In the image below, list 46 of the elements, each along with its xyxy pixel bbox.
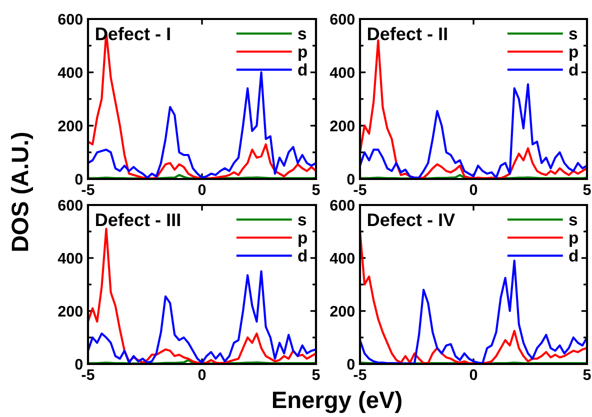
x-tick-label: 5 (312, 369, 320, 380)
legend-label: p (570, 48, 578, 61)
x-tick-label: 5 (312, 184, 320, 196)
x-tick-label: -5 (82, 369, 94, 380)
y-axis-title: DOS (A.U.) (10, 132, 34, 251)
chart-title: Defect - IV (368, 212, 455, 226)
y-tick-label: 400 (58, 252, 83, 264)
legend-label: s (569, 216, 578, 226)
legend-label: d (569, 249, 578, 262)
legend-label: d (298, 249, 307, 262)
y-tick-label: 400 (58, 67, 83, 78)
chart-title: Defect - III (96, 212, 180, 226)
y-tick-label: 0 (75, 174, 83, 185)
y-tick-label: 200 (330, 306, 355, 317)
legend-label: s (298, 30, 306, 40)
x-tick-label: 0 (470, 184, 478, 196)
legend-label: s (569, 30, 578, 40)
y-tick-label: 600 (58, 200, 83, 211)
y-tick-label: 200 (58, 306, 83, 317)
y-tick-label: 600 (330, 200, 355, 211)
y-tick-label: 400 (330, 67, 355, 78)
y-tick-label: 400 (330, 252, 355, 264)
x-axis-title: Energy (eV) (272, 390, 402, 414)
chart-title: Defect - II (368, 27, 447, 40)
x-tick-label: 0 (198, 184, 206, 196)
x-tick-label: -5 (354, 369, 366, 380)
x-tick-label: -5 (82, 184, 94, 196)
legend-label: d (298, 63, 307, 76)
x-tick-label: -5 (354, 184, 366, 196)
y-tick-label: 0 (347, 174, 355, 185)
chart-title: Defect - I (96, 27, 170, 40)
y-tick-label: 200 (58, 120, 83, 132)
legend-label: s (298, 216, 306, 226)
x-tick-label: 5 (583, 369, 591, 380)
legend-label: p (298, 48, 307, 61)
x-tick-label: 0 (470, 369, 478, 380)
legend-label: p (298, 234, 307, 247)
legend-label: d (569, 63, 578, 76)
x-tick-label: 0 (198, 369, 206, 380)
y-tick-label: 600 (330, 14, 355, 25)
x-tick-label: 5 (583, 184, 591, 196)
y-tick-label: 0 (347, 358, 355, 370)
y-tick-label: 600 (58, 14, 83, 25)
y-tick-label: 0 (75, 358, 83, 370)
y-tick-label: 200 (330, 120, 355, 132)
legend-label: p (570, 234, 578, 247)
